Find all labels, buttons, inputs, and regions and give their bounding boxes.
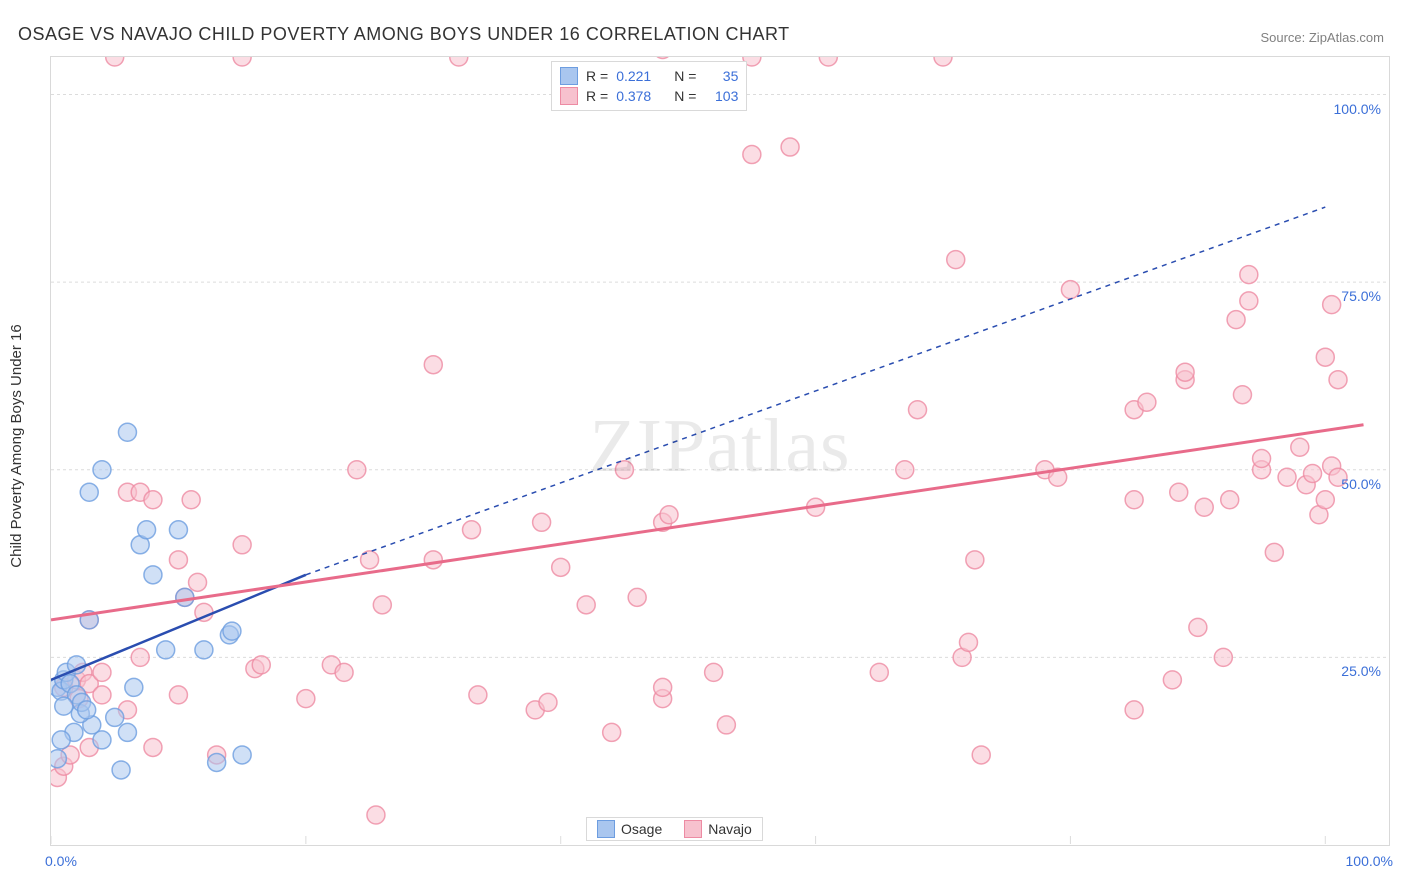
n-label: N = — [674, 86, 696, 106]
legend-label: Osage — [621, 821, 662, 837]
chart-title: OSAGE VS NAVAJO CHILD POVERTY AMONG BOYS… — [18, 24, 790, 45]
legend-item: Navajo — [684, 820, 752, 838]
r-value: 0.221 — [616, 66, 666, 86]
y-axis-label: Child Poverty Among Boys Under 16 — [8, 324, 25, 567]
source-attribution: Source: ZipAtlas.com — [1260, 30, 1384, 45]
y-tick-label: 75.0% — [1341, 288, 1381, 304]
x-axis-max-label: 100.0% — [1346, 853, 1393, 869]
stats-legend-row: R = 0.378 N = 103 — [560, 86, 738, 106]
legend-label: Navajo — [708, 821, 752, 837]
r-label: R = — [586, 66, 608, 86]
y-tick-label: 100.0% — [1334, 101, 1381, 117]
plot-svg — [51, 57, 1389, 845]
legend-swatch — [560, 67, 578, 85]
scatter-chart: ZIPatlas R =0.221N =35R =0.378N =103 Osa… — [50, 56, 1390, 846]
stats-legend-row: R = 0.221 N = 35 — [560, 66, 738, 86]
stats-legend: R = 0.221 N = 35 R = 0.378 N = 103 — [551, 61, 747, 111]
legend-swatch — [560, 87, 578, 105]
n-value: 103 — [704, 86, 738, 106]
x-axis-min-label: 0.0% — [45, 853, 77, 869]
legend-swatch — [684, 820, 702, 838]
r-value: 0.378 — [616, 86, 666, 106]
source-prefix: Source: — [1260, 30, 1308, 45]
series-legend: Osage Navajo — [586, 817, 763, 841]
source-name: ZipAtlas.com — [1309, 30, 1384, 45]
legend-swatch — [597, 820, 615, 838]
n-value: 35 — [704, 66, 738, 86]
n-label: N = — [674, 66, 696, 86]
r-label: R = — [586, 86, 608, 106]
y-tick-label: 50.0% — [1341, 476, 1381, 492]
legend-item: Osage — [597, 820, 662, 838]
y-tick-label: 25.0% — [1341, 663, 1381, 679]
